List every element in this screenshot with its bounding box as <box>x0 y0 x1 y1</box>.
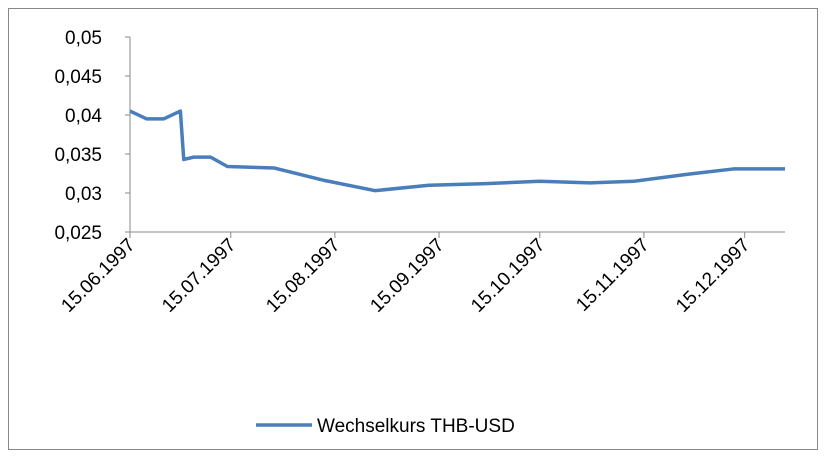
legend-label: Wechselkurs THB-USD <box>317 416 515 437</box>
y-tick-label: 0,025 <box>54 223 102 244</box>
y-tick-label: 0,05 <box>65 28 102 49</box>
y-tick-label: 0,035 <box>54 145 102 166</box>
data-line <box>129 109 785 193</box>
y-tick-label: 0,03 <box>65 184 102 205</box>
y-tick-label: 0,04 <box>65 106 102 127</box>
y-tick-label: 0,045 <box>54 67 102 88</box>
chart-border <box>8 8 818 450</box>
